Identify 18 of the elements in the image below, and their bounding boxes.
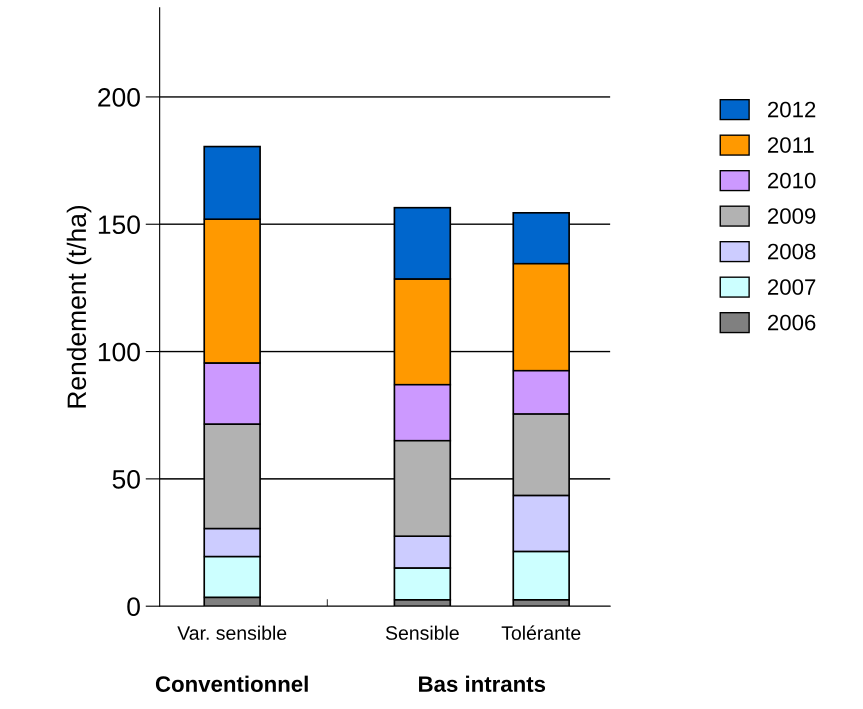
x-tick-label: Sensible bbox=[386, 626, 459, 640]
legend-label: 2008 bbox=[768, 244, 816, 260]
y-tick-label: 50 bbox=[112, 470, 140, 489]
legend-label: 2007 bbox=[768, 279, 816, 295]
legend-label: 2011 bbox=[768, 137, 814, 153]
x-tick-label: Var. sensible bbox=[177, 626, 286, 640]
legend-label: 2012 bbox=[768, 102, 816, 118]
text: Bas intrants bbox=[419, 676, 546, 692]
x-tick-label: Tolérante bbox=[502, 625, 580, 640]
y-tick-label: 0 bbox=[127, 597, 140, 616]
legend-label: 2006 bbox=[768, 314, 816, 330]
legend-label: 2010 bbox=[768, 172, 816, 188]
text: Conventionnel bbox=[156, 676, 308, 692]
y-tick-label: 200 bbox=[98, 88, 140, 107]
y-tick-label: 150 bbox=[98, 215, 140, 234]
legend-label: 2009 bbox=[768, 208, 816, 224]
y-tick-label: 100 bbox=[98, 342, 140, 362]
y-axis-title: Rendement (t/ha) bbox=[66, 206, 92, 408]
